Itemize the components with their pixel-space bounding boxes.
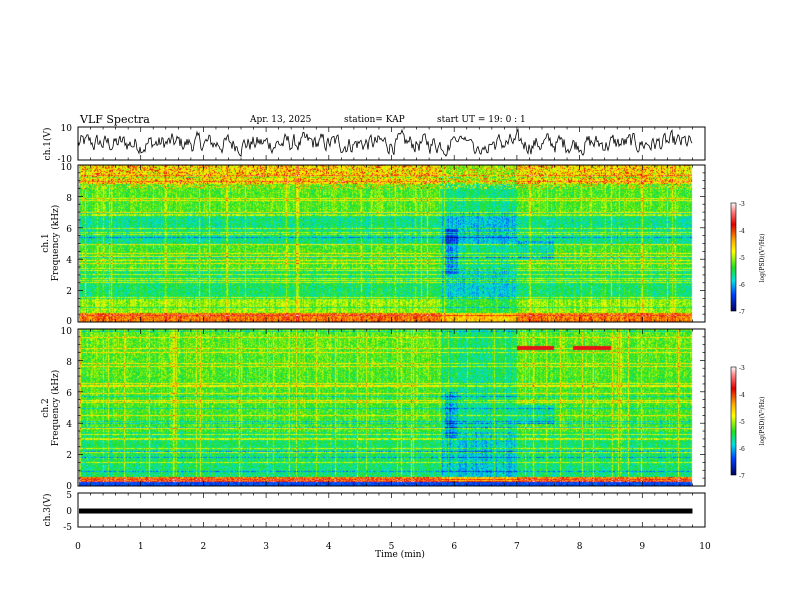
ch2-spectrogram-ticks [77, 328, 706, 487]
ch1-spectrogram-image [79, 165, 704, 322]
ch2-spectrogram-image [79, 329, 704, 486]
x-tick-label: 10 [699, 542, 711, 552]
ch3-signal-band [79, 508, 693, 514]
x-tick-label: 8 [577, 542, 583, 552]
ch1-yticks: 0 2 4 6 8 10 [61, 163, 73, 327]
ch2-cb-tick-m4: -4 [739, 392, 745, 399]
x-tick-label: 0 [75, 542, 81, 552]
ch1-cb-tick-m7: -7 [739, 309, 745, 316]
x-axis-label: Time (min) [375, 549, 425, 560]
ch3-ticks [77, 493, 706, 527]
ch2-spec-ylabel: Frequency (kHz) [50, 370, 61, 447]
ch2-yticks: 0 2 4 6 8 10 [61, 327, 73, 492]
ch2-cb-tick-m6: -6 [739, 446, 745, 453]
ch1-colorbar [730, 202, 737, 312]
ch1-cb-tick-m3: -3 [739, 201, 745, 208]
date-label: Apr. 13, 2025 [249, 115, 312, 125]
ch2-cb-tick-m7: -7 [739, 473, 745, 480]
ch1-ytick-4: 4 [66, 256, 72, 266]
ch2-ytick-6: 6 [66, 389, 72, 399]
ch1-waveform-ticks [77, 127, 706, 160]
x-tick-label: 4 [326, 542, 332, 552]
x-tick-label: 3 [263, 542, 269, 552]
ch1-ytick-6: 6 [66, 225, 72, 235]
x-tick-label: 6 [451, 542, 457, 552]
start-time-label: start UT = 19: 0 : 1 [437, 115, 526, 125]
station-label: station= KAP [344, 115, 405, 125]
ch1-colorbar-label: log(PSD)(V²/Hz) [759, 234, 766, 283]
ch1-spectrogram-ticks [77, 164, 706, 323]
ch3-ytick-5: 5 [66, 491, 72, 501]
ch3-panel: 5 0 -5 ch.3(V) [42, 491, 706, 533]
ch1-ytick-bottom: -10 [58, 155, 73, 165]
ch1-spec-ylabel-top: ch.1 [41, 233, 51, 252]
ch1-ytick-2: 2 [66, 287, 72, 297]
ch2-ytick-10: 10 [61, 327, 73, 337]
ch1-cb-tick-m5: -5 [739, 255, 745, 262]
ch2-ytick-8: 8 [66, 358, 72, 368]
ch2-ytick-4: 4 [66, 420, 72, 430]
ch2-colorbar [730, 366, 737, 476]
ch1-cb-tick-m6: -6 [739, 282, 745, 289]
x-axis-tick-labels: 0 1 2 3 4 5 6 7 8 9 10 [75, 542, 711, 552]
ch1-colorbar-ticks: -3 -4 -5 -6 -7 [739, 201, 745, 316]
x-tick-label: 9 [639, 542, 645, 552]
ch2-ytick-2: 2 [66, 451, 72, 461]
ch1-cb-tick-m4: -4 [739, 228, 745, 235]
ch3-ylabel: ch.3(V) [42, 494, 53, 527]
plot-title: VLF Spectra [79, 113, 150, 126]
ch1-spec-ylabel: Frequency (kHz) [50, 205, 61, 282]
ch1-spectrogram-panel: 0 2 4 6 8 10 ch.1 Frequency (kHz) -3 -4 … [41, 163, 766, 327]
ch2-colorbar-ticks: -3 -4 -5 -6 -7 [739, 365, 745, 480]
ch1-waveform-line [77, 128, 693, 158]
ch1-ytick-top: 10 [61, 124, 73, 134]
ch2-cb-tick-m3: -3 [739, 365, 745, 372]
ch3-ytick-m5: -5 [63, 523, 72, 533]
x-tick-label: 7 [514, 542, 520, 552]
x-tick-label: 2 [201, 542, 207, 552]
ch1-ytick-8: 8 [66, 194, 72, 204]
x-tick-label: 5 [389, 542, 395, 552]
ch1-ylabel: ch.1(V) [42, 128, 53, 161]
ch2-cb-tick-m5: -5 [739, 419, 745, 426]
x-tick-label: 1 [138, 542, 144, 552]
ch2-ytick-0: 0 [66, 482, 72, 492]
ch1-ytick-0: 0 [66, 317, 72, 327]
ch2-spectrogram-panel: 0 2 4 6 8 10 ch.2 Frequency (kHz) -3 -4 … [41, 327, 766, 492]
ch1-ytick-10: 10 [61, 163, 73, 173]
ch2-spec-ylabel-top: ch.2 [41, 398, 51, 417]
ch3-ytick-0: 0 [66, 507, 72, 517]
ch1-waveform-panel: 10 -10 ch.1(V) [42, 124, 706, 165]
ch2-colorbar-label: log(PSD)(V²/Hz) [759, 397, 766, 446]
